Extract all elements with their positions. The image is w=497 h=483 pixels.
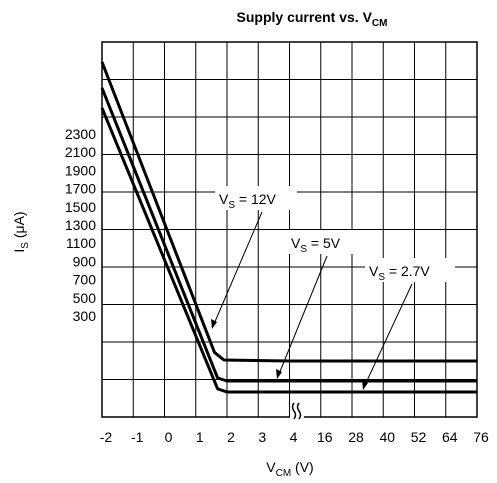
curves	[100, 61, 477, 394]
series-line	[100, 87, 477, 383]
x-axis-label: VCM (V)	[266, 459, 313, 479]
annotation-arrows	[211, 186, 455, 390]
x-tick-label: 0	[165, 429, 173, 445]
chart-title: Supply current vs. VCM	[237, 9, 388, 29]
x-tick-label: 2	[227, 429, 235, 445]
y-tick-label: 700	[73, 272, 97, 288]
y-tick-label: 900	[73, 253, 97, 269]
x-tick-label: 40	[379, 429, 395, 445]
y-tick-label: 2100	[65, 144, 96, 160]
y-tick-label: 1900	[65, 162, 96, 178]
legend-label: VS = 2.7V	[369, 263, 430, 283]
y-tick-label: 1700	[65, 181, 96, 197]
x-tick-label: 76	[473, 429, 489, 445]
y-tick-label: 500	[73, 290, 97, 306]
y-tick-label: 1100	[66, 235, 96, 251]
y-tick-label: 2300	[65, 126, 96, 142]
x-tick-label: -2	[100, 429, 113, 445]
x-tick-label: 64	[442, 429, 458, 445]
axis-break	[290, 401, 304, 421]
x-tick-label: 4	[290, 429, 298, 445]
legend-label: VS = 5V	[291, 235, 341, 255]
legend-label: VS = 12V	[219, 191, 277, 211]
series-line	[100, 107, 477, 394]
x-tick-label: 28	[348, 429, 364, 445]
y-tick-label: 1500	[65, 199, 96, 215]
x-tick-label: 52	[411, 429, 427, 445]
y-axis-label: IS (μA)	[11, 211, 31, 252]
x-tick-label: 1	[196, 429, 204, 445]
x-tick-label: 3	[258, 429, 266, 445]
series-line	[100, 61, 477, 363]
y-tick-label: 1300	[65, 217, 96, 233]
plot-frame	[101, 41, 478, 418]
x-tick-label: -1	[131, 429, 144, 445]
x-tick-label: 16	[317, 429, 333, 445]
y-tick-label: 300	[73, 308, 97, 324]
